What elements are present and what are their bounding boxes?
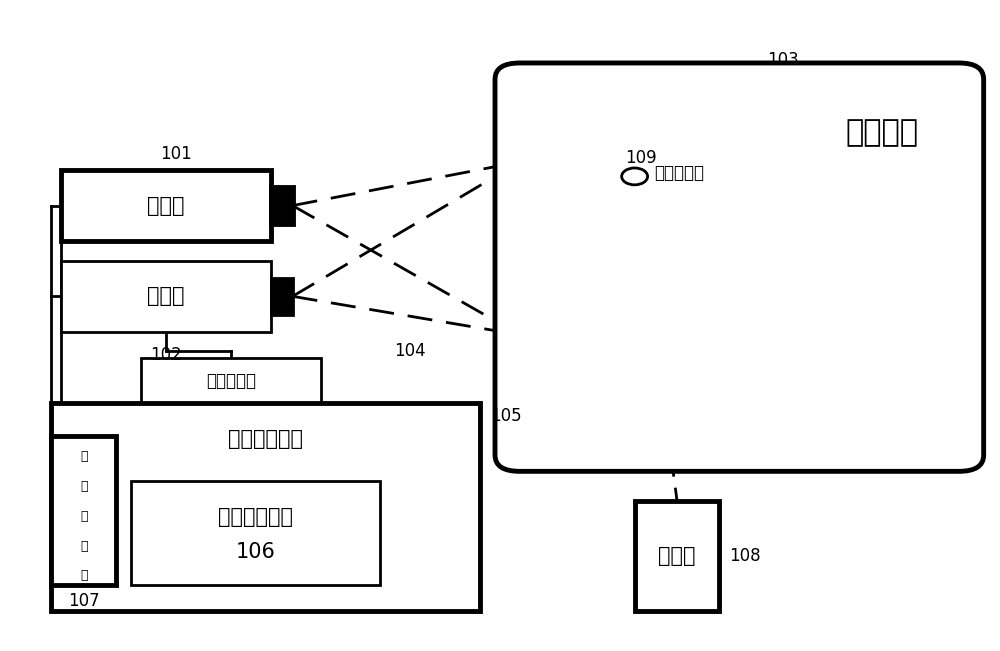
Text: 102: 102 xyxy=(150,346,182,364)
Bar xyxy=(61,170,271,242)
Text: 101: 101 xyxy=(160,145,192,163)
Text: 104: 104 xyxy=(394,342,426,361)
Text: 激光器: 激光器 xyxy=(658,546,696,566)
Bar xyxy=(131,481,380,585)
Bar xyxy=(635,501,719,611)
Text: 激光束光点: 激光束光点 xyxy=(655,164,705,182)
Text: 投影区域: 投影区域 xyxy=(846,118,919,147)
Bar xyxy=(271,278,293,315)
Bar xyxy=(271,187,293,224)
Text: 105: 105 xyxy=(490,408,522,425)
FancyBboxPatch shape xyxy=(495,63,984,471)
Bar xyxy=(51,436,116,585)
Bar xyxy=(61,260,271,332)
Text: 109: 109 xyxy=(625,149,656,167)
Text: 108: 108 xyxy=(729,547,761,564)
Text: 接: 接 xyxy=(80,540,87,553)
Bar xyxy=(141,358,320,403)
Text: 106: 106 xyxy=(236,542,276,562)
Text: 头: 头 xyxy=(80,510,87,523)
Text: 投影机: 投影机 xyxy=(147,286,185,307)
Text: 投影机接口: 投影机接口 xyxy=(206,372,256,389)
Text: 107: 107 xyxy=(68,592,99,610)
Text: 触发控制系统: 触发控制系统 xyxy=(218,506,293,527)
Text: 数据处理设备: 数据处理设备 xyxy=(228,429,303,449)
Text: 103: 103 xyxy=(767,51,799,69)
Text: 像: 像 xyxy=(80,480,87,493)
Text: 摄像头: 摄像头 xyxy=(147,195,185,215)
Bar xyxy=(51,403,480,611)
Text: 摄: 摄 xyxy=(80,450,87,463)
Text: 口: 口 xyxy=(80,570,87,583)
